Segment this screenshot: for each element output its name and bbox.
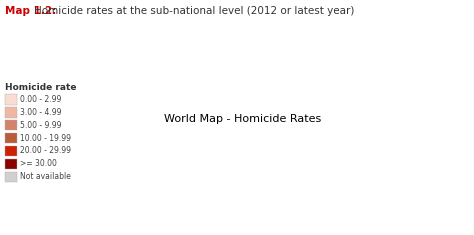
Text: 0.00 - 2.99: 0.00 - 2.99 bbox=[20, 95, 62, 104]
Text: Not available: Not available bbox=[20, 172, 71, 181]
Text: 10.00 - 19.99: 10.00 - 19.99 bbox=[20, 133, 72, 143]
Text: 3.00 - 4.99: 3.00 - 4.99 bbox=[20, 108, 62, 117]
Text: World Map - Homicide Rates: World Map - Homicide Rates bbox=[164, 114, 321, 124]
Text: Map 1.2:: Map 1.2: bbox=[5, 6, 56, 16]
Text: Homicide rate: Homicide rate bbox=[5, 83, 76, 92]
Text: 5.00 - 9.99: 5.00 - 9.99 bbox=[20, 121, 62, 130]
Text: Homicide rates at the sub-national level (2012 or latest year): Homicide rates at the sub-national level… bbox=[34, 6, 355, 16]
Text: 20.00 - 29.99: 20.00 - 29.99 bbox=[20, 146, 72, 156]
Text: >= 30.00: >= 30.00 bbox=[20, 159, 57, 168]
